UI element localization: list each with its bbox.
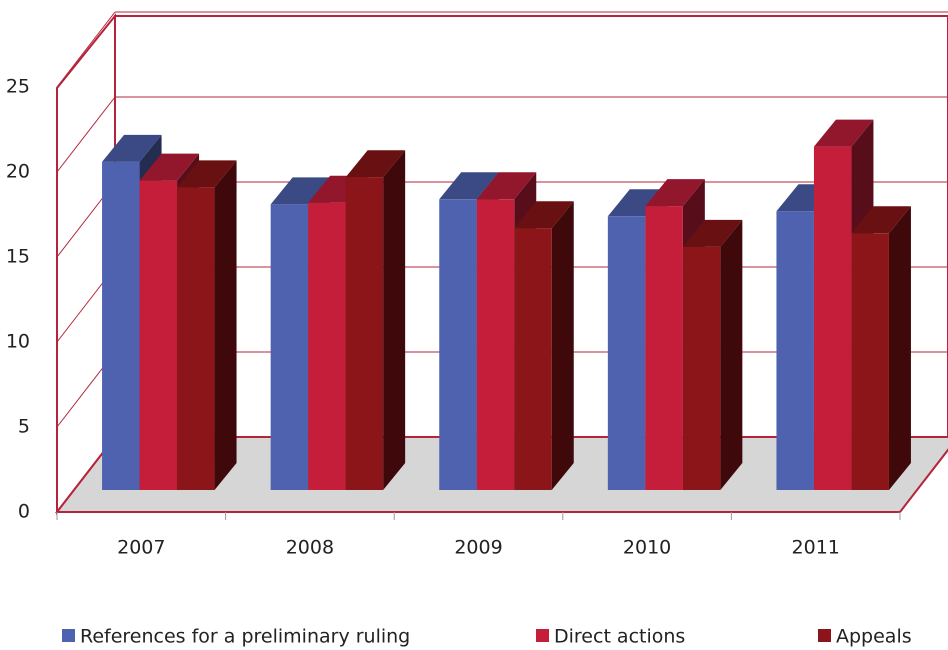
bar-top [439,172,499,200]
y-tick-label: 15 [6,246,30,268]
bar-top [139,153,200,181]
bar [177,187,215,490]
grid-line [56,11,116,88]
x-tick-label: 2011 [792,537,840,559]
legend-swatch [818,629,831,642]
legend-label: Direct actions [554,626,685,648]
bar [851,233,889,491]
bar-top [345,150,406,178]
y-tick-label: 5 [18,416,30,438]
bar [682,246,721,490]
x-tick-label: 2010 [623,537,671,559]
bar [514,228,552,490]
bar-side [214,160,237,490]
bar [476,199,515,491]
bar-top [607,189,668,217]
bar [270,204,309,490]
bar [645,206,683,490]
bar [308,202,346,490]
bar [776,211,814,490]
bar [813,146,852,490]
bar-side [888,206,911,491]
bar-side [720,219,743,490]
bar-side [383,150,406,490]
bar [607,216,646,491]
y-tick-label: 10 [6,331,30,353]
bar-top [682,219,743,247]
bar [439,199,477,491]
bar [139,180,178,490]
bar [345,177,384,490]
bar-top [102,134,162,162]
bar-top [177,160,237,188]
bar-side [551,201,574,490]
y-tick-label: 0 [18,501,30,523]
bar-top [813,119,874,147]
y-tick-label: 25 [6,76,30,98]
bar-top [851,206,911,234]
bar-top [645,179,705,207]
x-tick-label: 2008 [286,537,334,559]
bar-top [270,177,331,205]
x-tick-label: 2009 [454,537,502,559]
x-tick-label: 2007 [117,537,165,559]
grid-line [56,96,116,173]
bar [102,161,140,490]
bar-top [476,172,537,200]
y-tick-label: 20 [6,161,30,183]
legend-label: References for a preliminary ruling [80,626,410,648]
legend-label: Appeals [836,626,912,648]
legend-swatch [536,629,549,642]
bar-top [514,201,574,229]
legend-swatch [62,629,75,642]
